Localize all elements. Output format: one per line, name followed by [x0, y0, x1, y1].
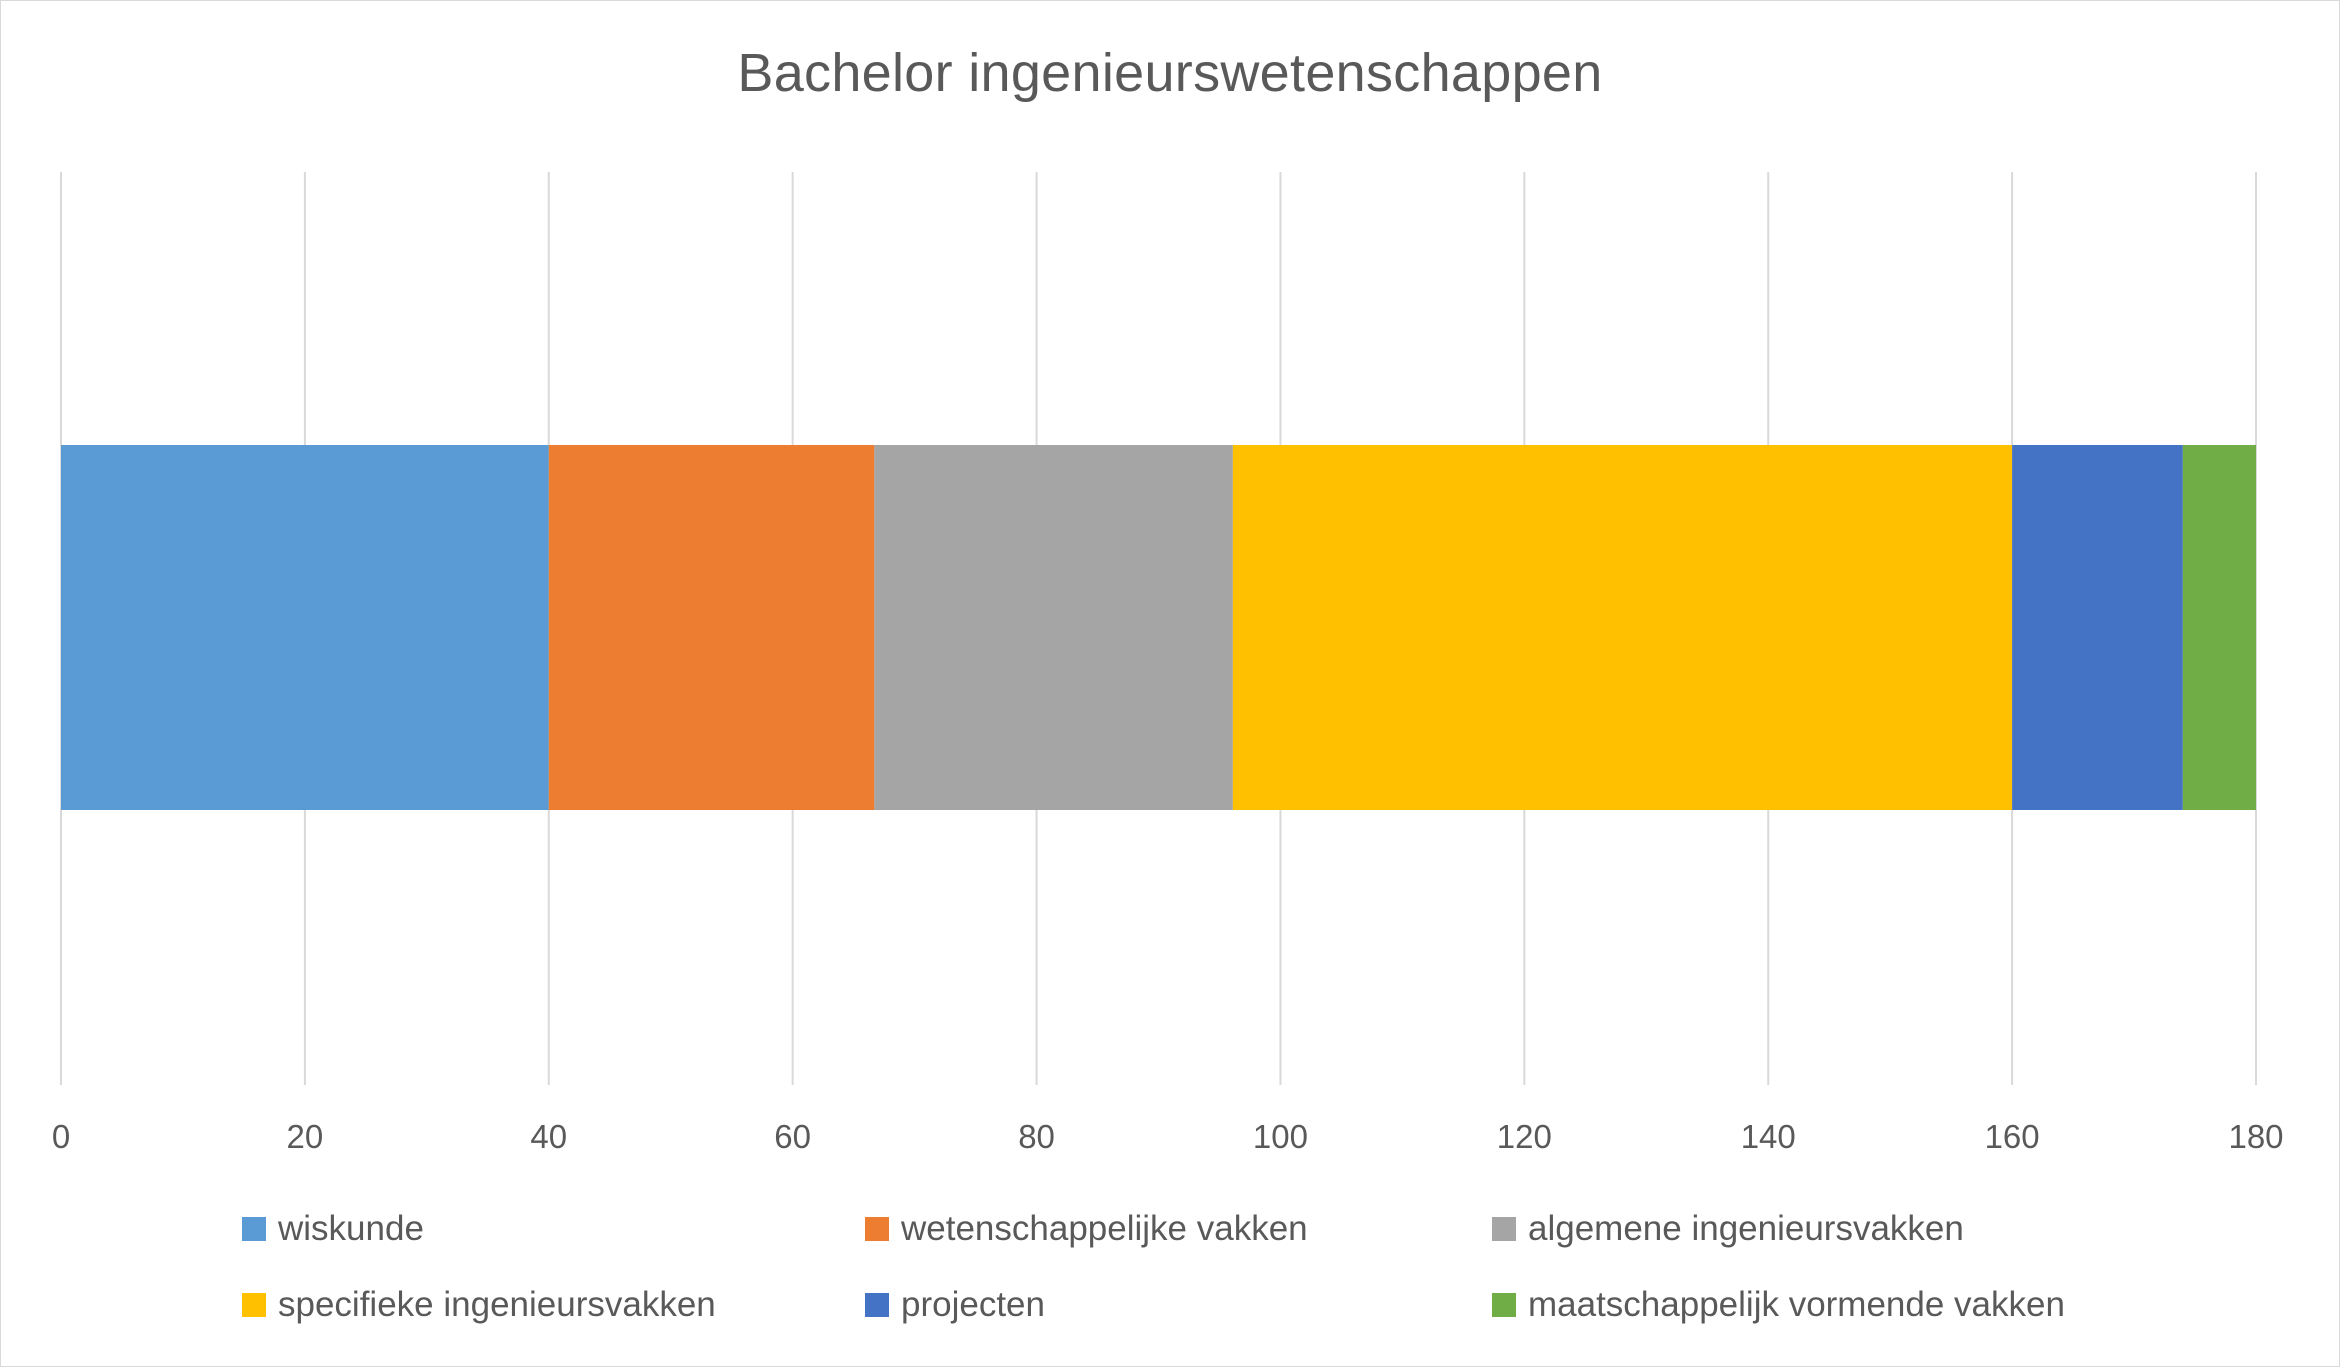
legend-swatch: [1492, 1293, 1516, 1317]
legend-label: wiskunde: [278, 1209, 424, 1248]
legend-swatch: [865, 1217, 889, 1241]
legend-label: maatschappelijk vormende vakken: [1528, 1285, 2065, 1324]
legend-item: specifieke ingenieursvakken: [242, 1283, 716, 1327]
x-tick-label: 100: [1253, 1118, 1308, 1155]
legend-label: algemene ingenieursvakken: [1528, 1209, 1964, 1248]
x-tick-label: 60: [774, 1118, 811, 1155]
legend-label: projecten: [901, 1285, 1045, 1324]
legend-item: projecten: [865, 1283, 1045, 1327]
x-tick-label: 180: [2228, 1118, 2283, 1155]
bar-segment-0: [61, 445, 549, 810]
bar-segment-5: [2182, 445, 2256, 810]
x-tick-label: 0: [52, 1118, 70, 1155]
x-tick-label: 40: [530, 1118, 567, 1155]
bar-segment-1: [548, 445, 875, 810]
legend-swatch: [242, 1217, 266, 1241]
bar-segment-2: [874, 445, 1233, 810]
bar-segment-3: [1232, 445, 2013, 810]
legend-swatch: [1492, 1217, 1516, 1241]
stacked-bar: [61, 445, 2256, 810]
legend-item: wetenschappelijke vakken: [865, 1207, 1308, 1251]
x-tick-label: 80: [1018, 1118, 1055, 1155]
chart-title: Bachelor ingenieurswetenschappen: [737, 43, 1603, 103]
legend-label: wetenschappelijke vakken: [901, 1209, 1308, 1248]
legend-item: algemene ingenieursvakken: [1492, 1207, 1964, 1251]
legend-label: specifieke ingenieursvakken: [278, 1285, 716, 1324]
legend-item: wiskunde: [242, 1207, 424, 1251]
x-tick-label: 120: [1497, 1118, 1552, 1155]
legend-swatch: [242, 1293, 266, 1317]
bar-segment-4: [2012, 445, 2183, 810]
x-tick-label: 20: [287, 1118, 324, 1155]
x-tick-label: 160: [1985, 1118, 2040, 1155]
legend-swatch: [865, 1293, 889, 1317]
x-axis-ticks: 0 20 40 60 80 100 120 140 160 180: [52, 1118, 2284, 1155]
x-tick-label: 140: [1741, 1118, 1796, 1155]
legend-item: maatschappelijk vormende vakken: [1492, 1283, 2065, 1327]
